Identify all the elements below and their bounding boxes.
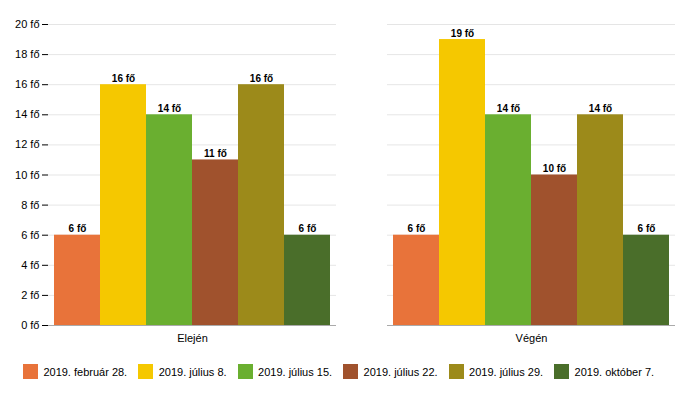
html-text:2019. július 8.: 2019. július 8.: [158, 365, 227, 378]
svg-text:16 fő: 16 fő: [15, 78, 39, 90]
svg-text:6 fő: 6 fő: [299, 223, 317, 234]
html-text:2019. július 22.: 2019. július 22.: [363, 365, 438, 378]
svg-text:10 fő: 10 fő: [15, 169, 39, 181]
svg-text:8 fő: 8 fő: [21, 199, 39, 211]
svg-text:2 fő: 2 fő: [21, 289, 39, 301]
svg-text:16 fő: 16 fő: [112, 73, 135, 84]
svg-text:11 fő: 11 fő: [204, 148, 227, 159]
svg-text:6 fő: 6 fő: [638, 223, 656, 234]
svg-text:14 fő: 14 fő: [497, 103, 520, 114]
svg-text:Elején: Elején: [177, 332, 208, 344]
svg-text:4 fő: 4 fő: [21, 259, 39, 271]
svg-text:10 fő: 10 fő: [543, 163, 566, 174]
svg-text:6 fő: 6 fő: [408, 223, 426, 234]
html-text:2019. február 28.: 2019. február 28.: [43, 365, 128, 378]
svg-text:14 fő: 14 fő: [158, 103, 181, 114]
svg-text:0 fő: 0 fő: [21, 319, 39, 331]
html-text:2019. július 15.: 2019. július 15.: [258, 365, 333, 378]
svg-text:14 fő: 14 fő: [15, 108, 39, 120]
html-text:2019. július 29.: 2019. július 29.: [469, 365, 544, 378]
svg-text:6 fő: 6 fő: [21, 229, 39, 241]
svg-text:14 fő: 14 fő: [589, 103, 612, 114]
svg-text:Végén: Végén: [516, 332, 548, 344]
svg-text:19 fő: 19 fő: [451, 28, 474, 39]
svg-text:18 fő: 18 fő: [15, 48, 39, 60]
svg-text:6 fő: 6 fő: [69, 223, 87, 234]
svg-text:12 fő: 12 fő: [15, 138, 39, 150]
svg-text:16 fő: 16 fő: [250, 73, 273, 84]
svg-text:20 fő: 20 fő: [15, 18, 39, 30]
html-text:2019. október 7.: 2019. október 7.: [574, 365, 655, 378]
